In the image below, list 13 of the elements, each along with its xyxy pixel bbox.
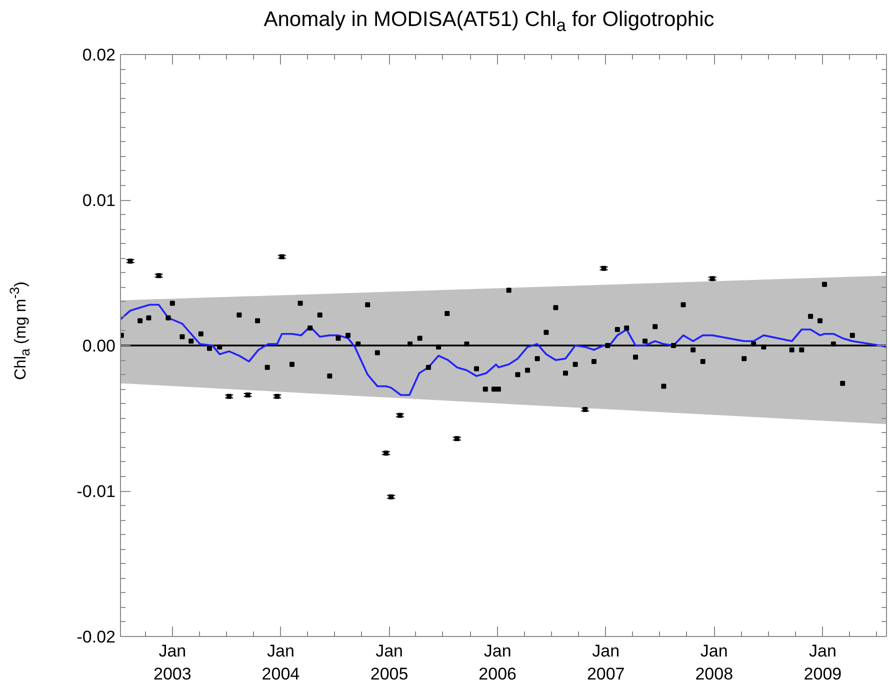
y-tick-label: -0.01 [76, 482, 116, 501]
x-tick-label: Jan 2005 [370, 642, 408, 684]
y-tick-label: 0.02 [82, 46, 116, 64]
x-tick-label: Jan 2006 [478, 642, 516, 684]
x-tick-label: Jan 2007 [586, 642, 625, 684]
x-tick-label: Jan 2003 [154, 642, 192, 684]
y-tick-label: 0.01 [82, 191, 116, 210]
y-tick-label: -0.02 [76, 628, 116, 646]
y-tick-label: 0.00 [82, 336, 116, 356]
chart-title: Anomaly in MODISA(AT51) Chl$_{a}$ for Oligotrophic [264, 7, 714, 38]
x-tick-label: Jan 2009 [804, 642, 842, 684]
x-tick-label: Jan 2004 [262, 642, 300, 684]
x-tick-label: Jan 2008 [695, 642, 734, 684]
